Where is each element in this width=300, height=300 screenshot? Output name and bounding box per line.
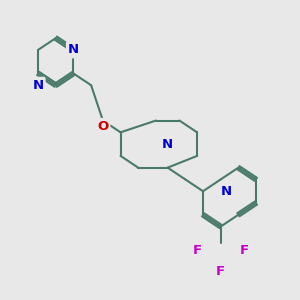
Text: F: F (240, 244, 249, 256)
Text: N: N (32, 79, 44, 92)
Text: F: F (216, 265, 225, 278)
Text: F: F (193, 244, 202, 256)
Text: N: N (162, 138, 173, 151)
Text: N: N (221, 185, 232, 198)
Text: N: N (68, 44, 79, 56)
Text: O: O (97, 120, 109, 133)
